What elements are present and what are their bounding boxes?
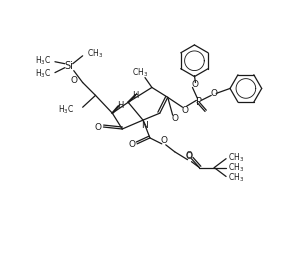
Text: CH$_3$: CH$_3$ (228, 161, 244, 174)
Text: O: O (71, 76, 78, 85)
Text: CH$_3$: CH$_3$ (87, 48, 103, 60)
Polygon shape (128, 92, 137, 102)
Text: O: O (171, 114, 178, 123)
Text: O: O (186, 152, 193, 161)
Text: H$_3$C: H$_3$C (58, 104, 75, 117)
Text: H: H (132, 91, 138, 100)
Text: O: O (95, 123, 102, 132)
Text: P: P (196, 97, 202, 107)
Text: Si: Si (64, 61, 73, 71)
Text: O: O (211, 89, 218, 98)
Text: H$_3$C: H$_3$C (35, 67, 51, 80)
Text: CH$_3$: CH$_3$ (228, 152, 244, 164)
Text: O: O (185, 151, 192, 160)
Text: CH$_3$: CH$_3$ (132, 66, 148, 79)
Text: O: O (192, 80, 199, 89)
Text: O: O (160, 136, 167, 145)
Polygon shape (112, 103, 120, 113)
Text: O: O (129, 140, 136, 149)
Text: CH$_3$: CH$_3$ (228, 171, 244, 184)
Text: N: N (142, 120, 148, 130)
Text: H$_3$C: H$_3$C (35, 54, 51, 67)
Text: O: O (181, 106, 188, 115)
Text: H: H (117, 101, 124, 110)
